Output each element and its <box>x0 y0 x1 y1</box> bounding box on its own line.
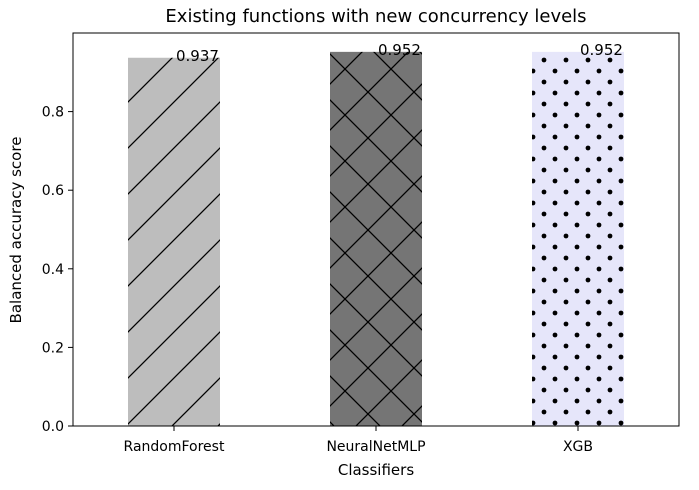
x-tick-label-xgb: XGB <box>563 439 593 455</box>
value-label-randomforest: 0.937 <box>176 47 219 65</box>
x-axis-label: Classifiers <box>338 461 414 479</box>
bar-randomforest <box>128 57 220 426</box>
chart-title: Existing functions with new concurrency … <box>165 6 586 27</box>
y-tick-label: 0.0 <box>42 419 64 435</box>
y-tick-label: 0.6 <box>42 183 64 199</box>
x-axis: RandomForest NeuralNetMLP XGB <box>124 426 593 455</box>
y-tick-label: 0.2 <box>42 340 64 356</box>
bar-neuralnetmlp <box>330 51 422 426</box>
value-labels-group: 0.937 0.952 0.952 <box>176 41 623 65</box>
bar-xgb <box>532 51 624 426</box>
value-label-neuralnetmlp: 0.952 <box>378 41 421 59</box>
x-tick-label-neuralnetmlp: NeuralNetMLP <box>326 439 425 455</box>
y-tick-label: 0.4 <box>42 262 64 278</box>
value-label-xgb: 0.952 <box>580 41 623 59</box>
y-axis-label: Balanced accuracy score <box>7 137 25 324</box>
y-tick-label: 0.8 <box>42 105 64 121</box>
x-tick-label-randomforest: RandomForest <box>124 439 225 455</box>
y-axis: 0.0 0.2 0.4 0.6 0.8 <box>42 105 73 435</box>
bars-group <box>128 51 624 426</box>
